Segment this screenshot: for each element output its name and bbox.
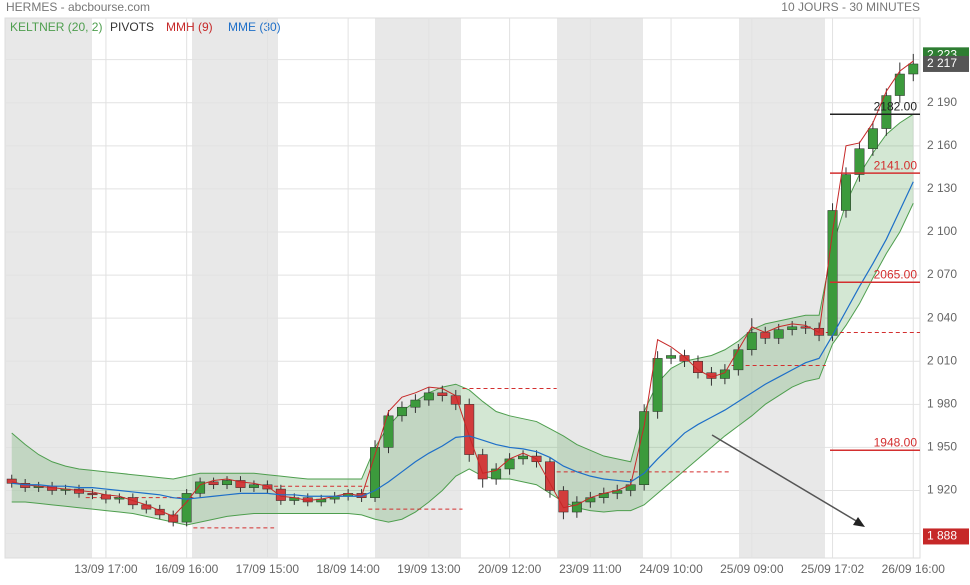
candle-body xyxy=(894,73,905,96)
x-tick-label: 16/09 16:00 xyxy=(155,562,219,576)
candle-body xyxy=(491,468,502,480)
candle-body xyxy=(504,458,515,470)
x-tick-label: 25/09 17:02 xyxy=(801,562,865,576)
price-tag xyxy=(923,55,969,72)
chart-subtitle: 10 JOURS - 30 MINUTES xyxy=(781,0,920,14)
day-band xyxy=(375,18,461,558)
legend-keltner[interactable]: KELTNER (20, 2) xyxy=(10,20,102,34)
day-bands xyxy=(5,18,825,558)
candle-body xyxy=(746,332,757,351)
y-tick-label: 2 160 xyxy=(927,138,957,152)
y-tick-label: 2 040 xyxy=(927,310,957,324)
day-band xyxy=(5,18,92,558)
line xyxy=(11,181,914,500)
legend-pivots[interactable]: PIVOTS xyxy=(110,20,154,34)
candle-body xyxy=(154,508,165,516)
day-band xyxy=(192,18,278,558)
pivot-label: 2182.00 xyxy=(874,99,918,113)
pivot-label: 1948.00 xyxy=(874,435,918,449)
candle-body xyxy=(908,63,919,75)
candle-body xyxy=(854,148,865,175)
candle-body xyxy=(208,481,219,486)
price-tag xyxy=(923,528,969,545)
line xyxy=(11,60,914,517)
plot-frame xyxy=(4,17,921,559)
x-tick-label: 26/09 16:00 xyxy=(882,562,946,576)
candle-body xyxy=(787,326,798,330)
y-tick-label: 1 950 xyxy=(927,440,957,454)
keltner-fill xyxy=(11,114,914,525)
x-tick-label: 19/09 13:00 xyxy=(397,562,461,576)
candle-body xyxy=(423,392,434,401)
x-tick-label: 25/09 09:00 xyxy=(720,562,784,576)
y-tick-label: 2 130 xyxy=(927,181,957,195)
candle-body xyxy=(693,360,703,373)
x-tick-label: 24/09 10:00 xyxy=(639,562,703,576)
candle-body xyxy=(464,404,475,455)
candle-body xyxy=(571,501,582,513)
candle-body xyxy=(235,480,246,488)
candle-body xyxy=(881,95,892,129)
candle-body xyxy=(733,349,744,371)
y-tick-label: 2 100 xyxy=(927,224,957,238)
candle-body xyxy=(195,481,206,494)
y-tick-label: 1 980 xyxy=(927,397,957,411)
legend-mme[interactable]: MME (30) xyxy=(228,20,281,34)
candle-body xyxy=(127,497,138,506)
candle-body xyxy=(114,497,125,500)
candle-body xyxy=(222,480,232,486)
line xyxy=(11,113,914,480)
x-tick-label: 20/09 12:00 xyxy=(478,562,542,576)
candle-body xyxy=(370,447,380,498)
price-tag-label: 1 888 xyxy=(927,529,957,543)
candle-body xyxy=(477,454,488,480)
price-tag-label: 2 217 xyxy=(927,56,957,70)
arrow-head xyxy=(853,517,865,527)
candle-body xyxy=(87,493,98,496)
y-tick-label: 1 920 xyxy=(927,483,957,497)
candle-body xyxy=(841,174,851,211)
candle-body xyxy=(545,461,555,491)
candle-body xyxy=(773,329,784,339)
candle-body xyxy=(383,415,394,448)
candle-body xyxy=(141,504,152,510)
day-band xyxy=(557,18,643,558)
line xyxy=(11,203,914,526)
candle-body xyxy=(248,484,259,488)
pivot-label: 2065.00 xyxy=(874,267,918,281)
y-tick-label: 2 070 xyxy=(927,267,957,281)
candle-body xyxy=(652,358,663,412)
candle-body xyxy=(396,406,407,417)
candle-body xyxy=(867,128,878,149)
y-tick-label: 2 010 xyxy=(927,353,957,367)
x-tick-label: 23/09 11:00 xyxy=(559,562,622,576)
legend-mmh[interactable]: MMH (9) xyxy=(166,20,213,34)
candle-body xyxy=(679,355,690,362)
annotation-arrow xyxy=(711,434,859,523)
candle-body xyxy=(625,484,636,491)
chart-title: HERMES - abcbourse.com xyxy=(6,0,150,14)
candle-body xyxy=(262,484,273,490)
candle-body xyxy=(518,455,529,460)
candle-body xyxy=(760,332,771,339)
candle-body xyxy=(410,399,421,408)
x-tick-label: 17/09 15:00 xyxy=(236,562,300,576)
x-tick-label: 13/09 17:00 xyxy=(74,562,138,576)
day-band xyxy=(739,18,825,558)
candle-body xyxy=(168,514,179,523)
candle-body xyxy=(558,490,569,513)
y-tick-label: 2 190 xyxy=(927,95,957,109)
x-tick-label: 18/09 14:00 xyxy=(316,562,380,576)
candle-body xyxy=(666,355,677,359)
candle-body xyxy=(437,392,448,396)
pivot-label: 2141.00 xyxy=(874,158,918,172)
